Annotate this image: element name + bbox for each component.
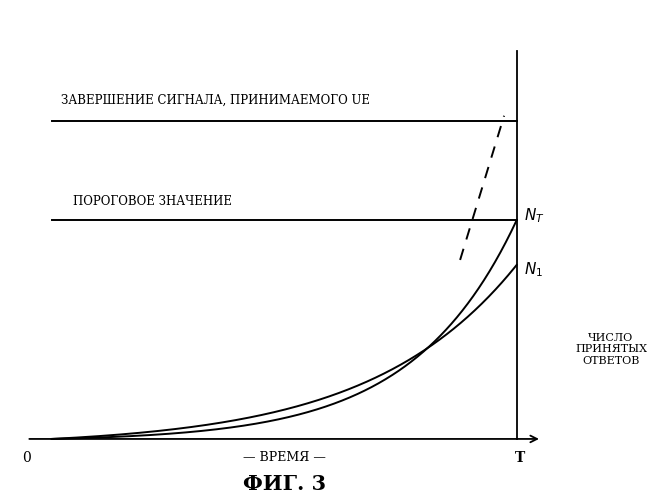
Text: ЗАВЕРШЕНИЕ СИГНАЛА, ПРИНИМАЕМОГО UE: ЗАВЕРШЕНИЕ СИГНАЛА, ПРИНИМАЕМОГО UE (61, 94, 370, 107)
Text: ЧИСЛО
ПРИНЯТЫХ
ОТВЕТОВ: ЧИСЛО ПРИНЯТЫХ ОТВЕТОВ (575, 333, 647, 366)
Text: T: T (514, 452, 525, 466)
Text: — ВРЕМЯ —: — ВРЕМЯ — (243, 452, 325, 464)
Text: $N_T$: $N_T$ (524, 206, 545, 225)
Text: 0: 0 (22, 452, 31, 466)
Text: ФИГ. 3: ФИГ. 3 (243, 474, 326, 494)
Text: $N_1$: $N_1$ (524, 260, 543, 279)
Text: ПОРОГОВОЕ ЗНАЧЕНИЕ: ПОРОГОВОЕ ЗНАЧЕНИЕ (73, 194, 231, 207)
